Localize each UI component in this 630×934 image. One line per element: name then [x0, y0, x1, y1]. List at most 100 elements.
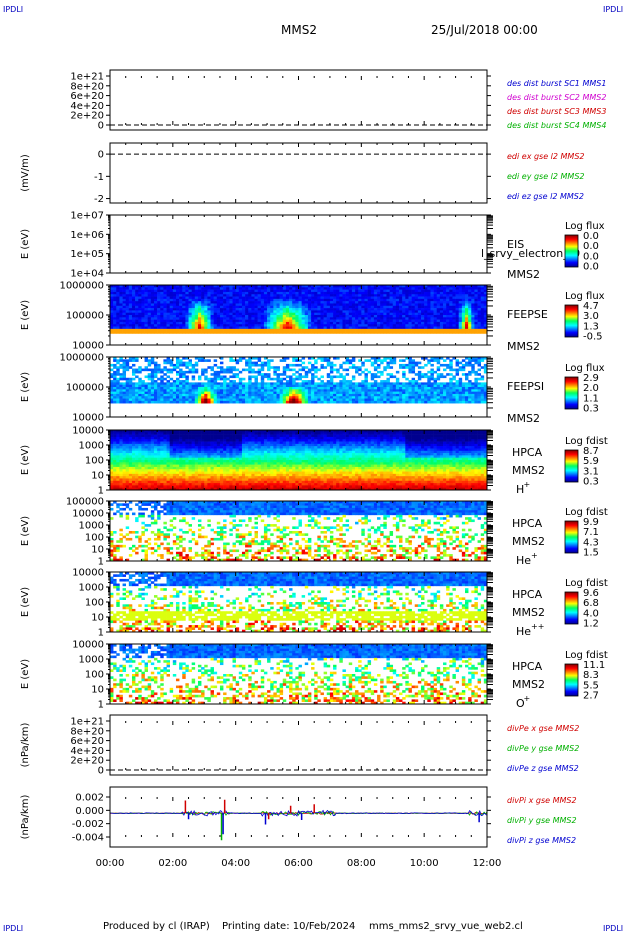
- spectrogram-cell: [270, 382, 274, 385]
- spectrogram-cell: [194, 363, 199, 367]
- spectrogram-cell: [273, 305, 277, 309]
- spectrogram-cell: [257, 387, 262, 390]
- spectrogram-cell: [223, 398, 227, 402]
- spectrogram-cell: [163, 294, 167, 297]
- spectrogram-cell: [480, 287, 485, 290]
- spectrogram-cell: [245, 296, 249, 300]
- spectrogram-cell: [179, 301, 183, 304]
- spectrogram-cell: [163, 296, 167, 300]
- spectrogram-cell: [339, 303, 343, 307]
- spectrogram-cell: [358, 331, 362, 334]
- spectrogram-cell: [204, 328, 208, 332]
- spectrogram-cell: [386, 328, 390, 332]
- spectrogram-cell: [477, 357, 482, 360]
- spectrogram-cell: [119, 375, 123, 379]
- spectrogram-cell: [295, 298, 299, 302]
- spectrogram-cell: [358, 287, 362, 290]
- spectrogram-cell: [364, 321, 368, 325]
- spectrogram-cell: [279, 382, 284, 385]
- spectrogram-cell: [468, 291, 472, 295]
- spectrogram-cell: [295, 396, 299, 399]
- spectrogram-cell: [150, 291, 155, 295]
- spectrogram-cell: [125, 308, 130, 311]
- spectrogram-cell: [163, 368, 167, 372]
- spectrogram-cell: [364, 396, 368, 399]
- spectrogram-cell: [433, 326, 438, 330]
- spectrogram-cell: [179, 373, 183, 376]
- spectrogram-cell: [282, 315, 287, 318]
- spectrogram-cell: [458, 291, 463, 295]
- spectrogram-cell: [119, 291, 123, 295]
- spectrogram-cell: [367, 296, 372, 300]
- spectrogram-cell: [358, 393, 362, 397]
- spectrogram-cell: [113, 478, 117, 482]
- spectrogram-cell: [263, 319, 268, 323]
- spectrogram-cell: [216, 303, 221, 307]
- spectrogram-cell: [254, 312, 258, 316]
- spectrogram-cell: [314, 375, 318, 379]
- spectrogram-cell: [119, 312, 123, 316]
- spectrogram-cell: [320, 400, 324, 404]
- spectrogram-cell: [128, 480, 133, 484]
- spectrogram-cell: [348, 298, 353, 302]
- spectrogram-cell: [405, 319, 409, 323]
- spectrogram-cell: [345, 384, 350, 388]
- spectrogram-cell: [348, 305, 353, 309]
- spectrogram-cell: [263, 363, 268, 367]
- spectrogram-cell: [153, 375, 158, 379]
- spectrogram-cell: [166, 368, 170, 372]
- spectrogram-cell: [323, 296, 328, 300]
- spectrogram-cell: [175, 326, 180, 330]
- spectrogram-cell: [204, 368, 208, 372]
- spectrogram-cell: [113, 321, 117, 325]
- spectrogram-cell: [273, 312, 277, 316]
- spectrogram-cell: [131, 357, 136, 360]
- spectrogram-cell: [248, 359, 252, 362]
- spectrogram-cell: [219, 398, 224, 402]
- spectrogram-cell: [169, 384, 174, 388]
- spectrogram-cell: [314, 328, 318, 332]
- spectrogram-cell: [383, 357, 387, 360]
- spectrogram-cell: [373, 368, 378, 372]
- spectrogram-cell: [361, 298, 365, 302]
- spectrogram-cell: [267, 319, 271, 323]
- spectrogram-cell: [311, 296, 315, 300]
- spectrogram-cell: [295, 324, 299, 327]
- spectrogram-cell: [301, 389, 306, 392]
- spectrogram-cell: [452, 391, 456, 395]
- spectrogram-cell: [188, 298, 192, 302]
- spectrogram-cell: [257, 363, 262, 367]
- spectrogram-cell: [144, 389, 148, 392]
- spectrogram-cell: [157, 321, 161, 325]
- spectrogram-cell: [182, 398, 186, 402]
- spectrogram-cell: [480, 305, 485, 309]
- spectrogram-cell: [285, 315, 290, 318]
- spectrogram-cell: [150, 400, 155, 404]
- spectrogram-cell: [480, 324, 485, 327]
- spectrogram-cell: [201, 308, 205, 311]
- spectrogram-cell: [383, 315, 387, 318]
- spectrogram-cell: [113, 331, 117, 334]
- spectrogram-cell: [483, 285, 488, 288]
- spectrogram-cell: [342, 312, 346, 316]
- spectrogram-cell: [116, 400, 120, 404]
- spectrogram-cell: [483, 312, 488, 316]
- spectrogram-cell: [219, 382, 224, 385]
- spectrogram-cell: [166, 357, 170, 360]
- spectrogram-cell: [339, 301, 343, 304]
- spectrogram-cell: [138, 298, 142, 302]
- spectrogram-cell: [141, 289, 145, 293]
- spectrogram-cell: [483, 366, 488, 369]
- spectrogram-cell: [160, 310, 164, 313]
- spectrogram-cell: [260, 305, 265, 309]
- spectrogram-cell: [443, 375, 447, 379]
- spectrogram-cell: [163, 303, 167, 307]
- spectrogram-cell: [458, 321, 463, 325]
- spectrogram-cell: [483, 368, 488, 372]
- spectrogram-cell: [424, 375, 428, 379]
- spectrogram-cell: [449, 291, 453, 295]
- spectrogram-cell: [223, 387, 227, 390]
- spectrogram-cell: [402, 317, 406, 320]
- spectrogram-cell: [471, 326, 475, 330]
- spectrogram-cell: [185, 305, 189, 309]
